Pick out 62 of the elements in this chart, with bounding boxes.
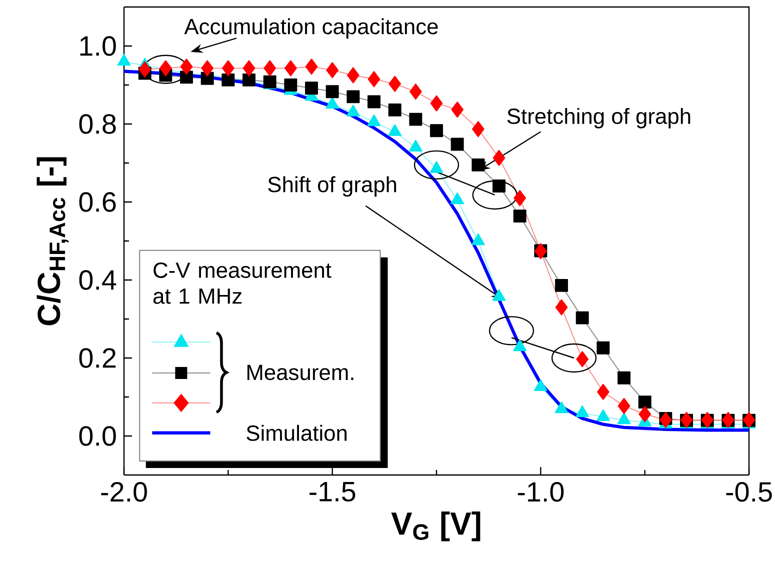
point (555, 299, 568, 316)
point (555, 278, 568, 292)
point (638, 396, 652, 409)
point (200, 72, 214, 85)
point (264, 60, 276, 76)
annotation: Measurem. (247, 364, 354, 380)
y-tick-label: 0.4 (79, 270, 116, 290)
point (596, 384, 610, 400)
point (430, 124, 443, 138)
x-tick-label: -0.5 (726, 482, 772, 502)
point (201, 60, 214, 76)
point (242, 60, 256, 76)
point (368, 95, 380, 108)
point (492, 150, 506, 166)
annotation: Shift of graph (268, 176, 396, 197)
legend-title: C-V measurement at 1 MHz (153, 262, 332, 304)
annotation: Accumulation capacitance (184, 18, 438, 39)
point (618, 398, 630, 414)
x-axis-title: V$_{G}$ [V] (391, 511, 480, 542)
annotation: Stretching of graph (507, 108, 690, 128)
point (430, 95, 443, 112)
point (451, 101, 464, 118)
y-axis-title: C/C$_{HF,Acc}$ [-] (36, 157, 68, 326)
point (388, 76, 402, 92)
point (284, 60, 297, 76)
point (222, 73, 235, 86)
point (346, 90, 360, 104)
point (472, 120, 484, 138)
point (326, 85, 339, 98)
point (659, 412, 672, 428)
point (284, 78, 298, 92)
y-tick-label: 0.8 (79, 114, 116, 134)
point (450, 138, 464, 151)
point (514, 190, 526, 206)
point (513, 210, 526, 223)
point (388, 103, 402, 116)
point (305, 58, 318, 75)
y-tick-label: 0.2 (79, 348, 116, 368)
point (326, 62, 339, 78)
point (180, 58, 193, 75)
legend-label: Simulation (246, 424, 347, 441)
point (638, 406, 652, 422)
y-tick-label: 1.0 (80, 36, 116, 56)
y-tick-label: 0.0 (79, 426, 116, 446)
point (492, 180, 506, 192)
point (346, 67, 360, 84)
x-tick-label: -2.0 (101, 482, 147, 502)
point (472, 158, 485, 172)
point (576, 351, 589, 368)
point (222, 60, 234, 76)
point (596, 341, 610, 354)
point (576, 311, 589, 324)
x-tick-label: -1.0 (518, 482, 564, 502)
point (180, 70, 193, 84)
y-tick-label: 0.6 (79, 192, 116, 212)
point (138, 61, 152, 78)
point (409, 112, 422, 126)
point (368, 71, 380, 88)
x-tick-label: -1.5 (310, 482, 356, 502)
point (618, 371, 630, 384)
point (305, 82, 318, 95)
point (409, 84, 422, 100)
